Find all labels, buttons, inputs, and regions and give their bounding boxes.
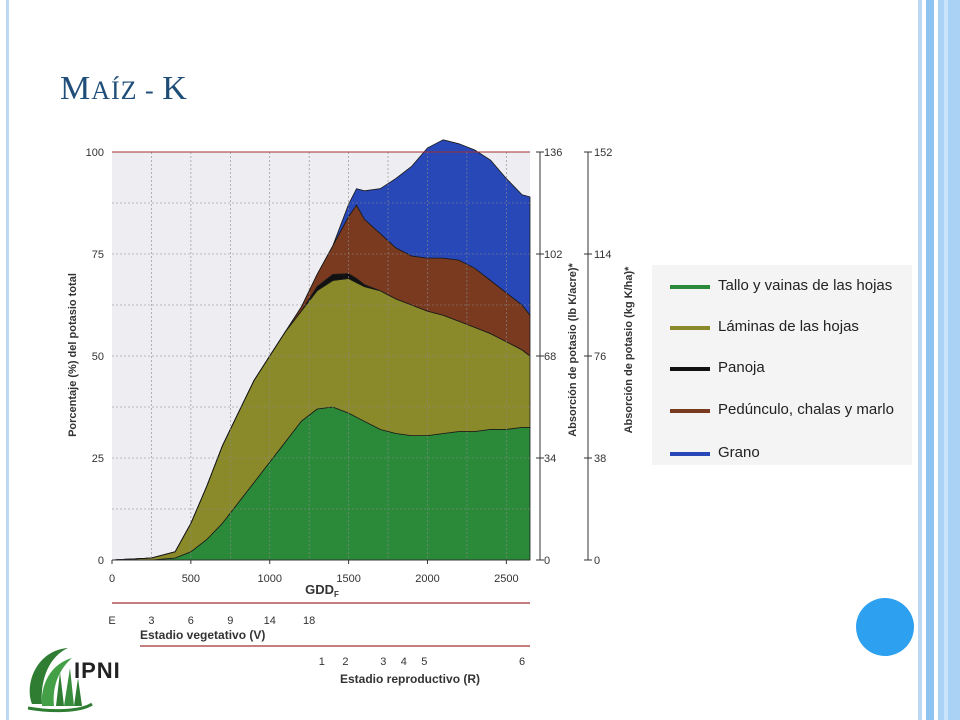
y-axis-label-left: Porcentaje (%) del potasio total <box>67 273 79 437</box>
legend-label-tallo: Tallo y vainas de las hojas <box>718 277 893 294</box>
y-tick-label-left: 25 <box>92 453 104 465</box>
legend-swatch-tallo <box>670 285 710 289</box>
reproductive-stage-tick-label: 5 <box>421 656 427 668</box>
y-tick-label-right-lb: 0 <box>544 555 550 567</box>
x-axis-label: GDDF <box>305 582 339 599</box>
y-tick-label-right-lb: 68 <box>544 351 556 363</box>
x-tick-label: 1000 <box>257 573 281 585</box>
y-tick-label-right-kg: 38 <box>594 453 606 465</box>
legend-swatch-laminas <box>670 326 710 330</box>
reproductive-stage-tick-label: 1 <box>319 656 325 668</box>
x-tick-label: 2000 <box>415 573 439 585</box>
vegetative-stage-label: Estadio vegetativo (V) <box>140 628 265 642</box>
y-tick-label-right-lb: 34 <box>544 453 556 465</box>
x-axis-label-subscript: F <box>334 590 339 599</box>
left-frame-border <box>6 0 9 720</box>
decorative-blue-circle <box>856 598 914 656</box>
right-frame-stripe-2 <box>926 0 934 720</box>
right-frame-stripe-3 <box>938 0 960 720</box>
y-tick-label-left: 100 <box>86 147 104 159</box>
vegetative-stage-tick-label: 18 <box>303 615 315 627</box>
ipni-logo-text: IPNI <box>74 658 121 683</box>
x-tick-label: 500 <box>182 573 200 585</box>
reproductive-stage-label: Estadio reproductivo (R) <box>340 672 480 686</box>
y-tick-label-right-lb: 136 <box>544 147 562 159</box>
reproductive-stage-tick-label: 4 <box>401 656 407 668</box>
y-tick-label-left: 50 <box>92 351 104 363</box>
y-tick-label-left: 0 <box>98 555 104 567</box>
area-series-4 <box>111 139 531 561</box>
legend-label-pedunculo: Pedúnculo, chalas y marlo <box>718 401 894 418</box>
reproductive-stage-tick-label: 2 <box>342 656 348 668</box>
y-axis-label-right-lb: Absorción de potasio (lb K/acre)* <box>567 262 579 436</box>
vegetative-stage-tick-label: 6 <box>188 615 194 627</box>
reproductive-stage-tick-label: 6 <box>519 656 525 668</box>
reproductive-stage-tick-label: 3 <box>380 656 386 668</box>
x-tick-label: 2500 <box>494 573 518 585</box>
y-tick-label-left: 75 <box>92 249 104 261</box>
right-frame-stripe-1 <box>918 0 922 720</box>
x-tick-label: 0 <box>109 573 115 585</box>
y-tick-label-right-kg: 152 <box>594 147 612 159</box>
vegetative-stage-tick-label: 14 <box>264 615 276 627</box>
legend-label-laminas: Láminas de las hojas <box>718 318 859 335</box>
legend-swatch-panoja <box>670 367 710 371</box>
x-tick-label: 1500 <box>336 573 360 585</box>
vegetative-stage-tick-label: 3 <box>148 615 154 627</box>
y-tick-label-right-kg: 0 <box>594 555 600 567</box>
y-tick-label-right-kg: 114 <box>594 249 612 261</box>
right-frame-stripe-4 <box>944 0 948 720</box>
y-tick-label-right-kg: 76 <box>594 351 606 363</box>
vegetative-stage-tick-label: E <box>108 615 115 627</box>
legend-swatch-grano <box>670 452 710 456</box>
ipni-logo-icon <box>27 648 93 713</box>
slide-title: MAÍZ - K <box>60 70 188 108</box>
y-tick-label-right-lb: 102 <box>544 249 562 261</box>
legend-label-grano: Grano <box>718 444 760 461</box>
slide-title-last: K <box>162 70 188 107</box>
slide-title-first: M <box>60 70 92 107</box>
slide-title-smallcaps: AÍZ - <box>91 76 163 105</box>
chart-legend: Tallo y vainas de las hojas Láminas de l… <box>652 265 912 465</box>
vegetative-stage-tick-label: 9 <box>227 615 233 627</box>
legend-swatch-pedunculo <box>670 409 710 413</box>
x-axis-label-text: GDD <box>305 582 334 597</box>
y-axis-label-right-kg: Absorción de potasio (kg K/ha)* <box>623 266 635 434</box>
legend-label-panoja: Panoja <box>718 359 765 376</box>
